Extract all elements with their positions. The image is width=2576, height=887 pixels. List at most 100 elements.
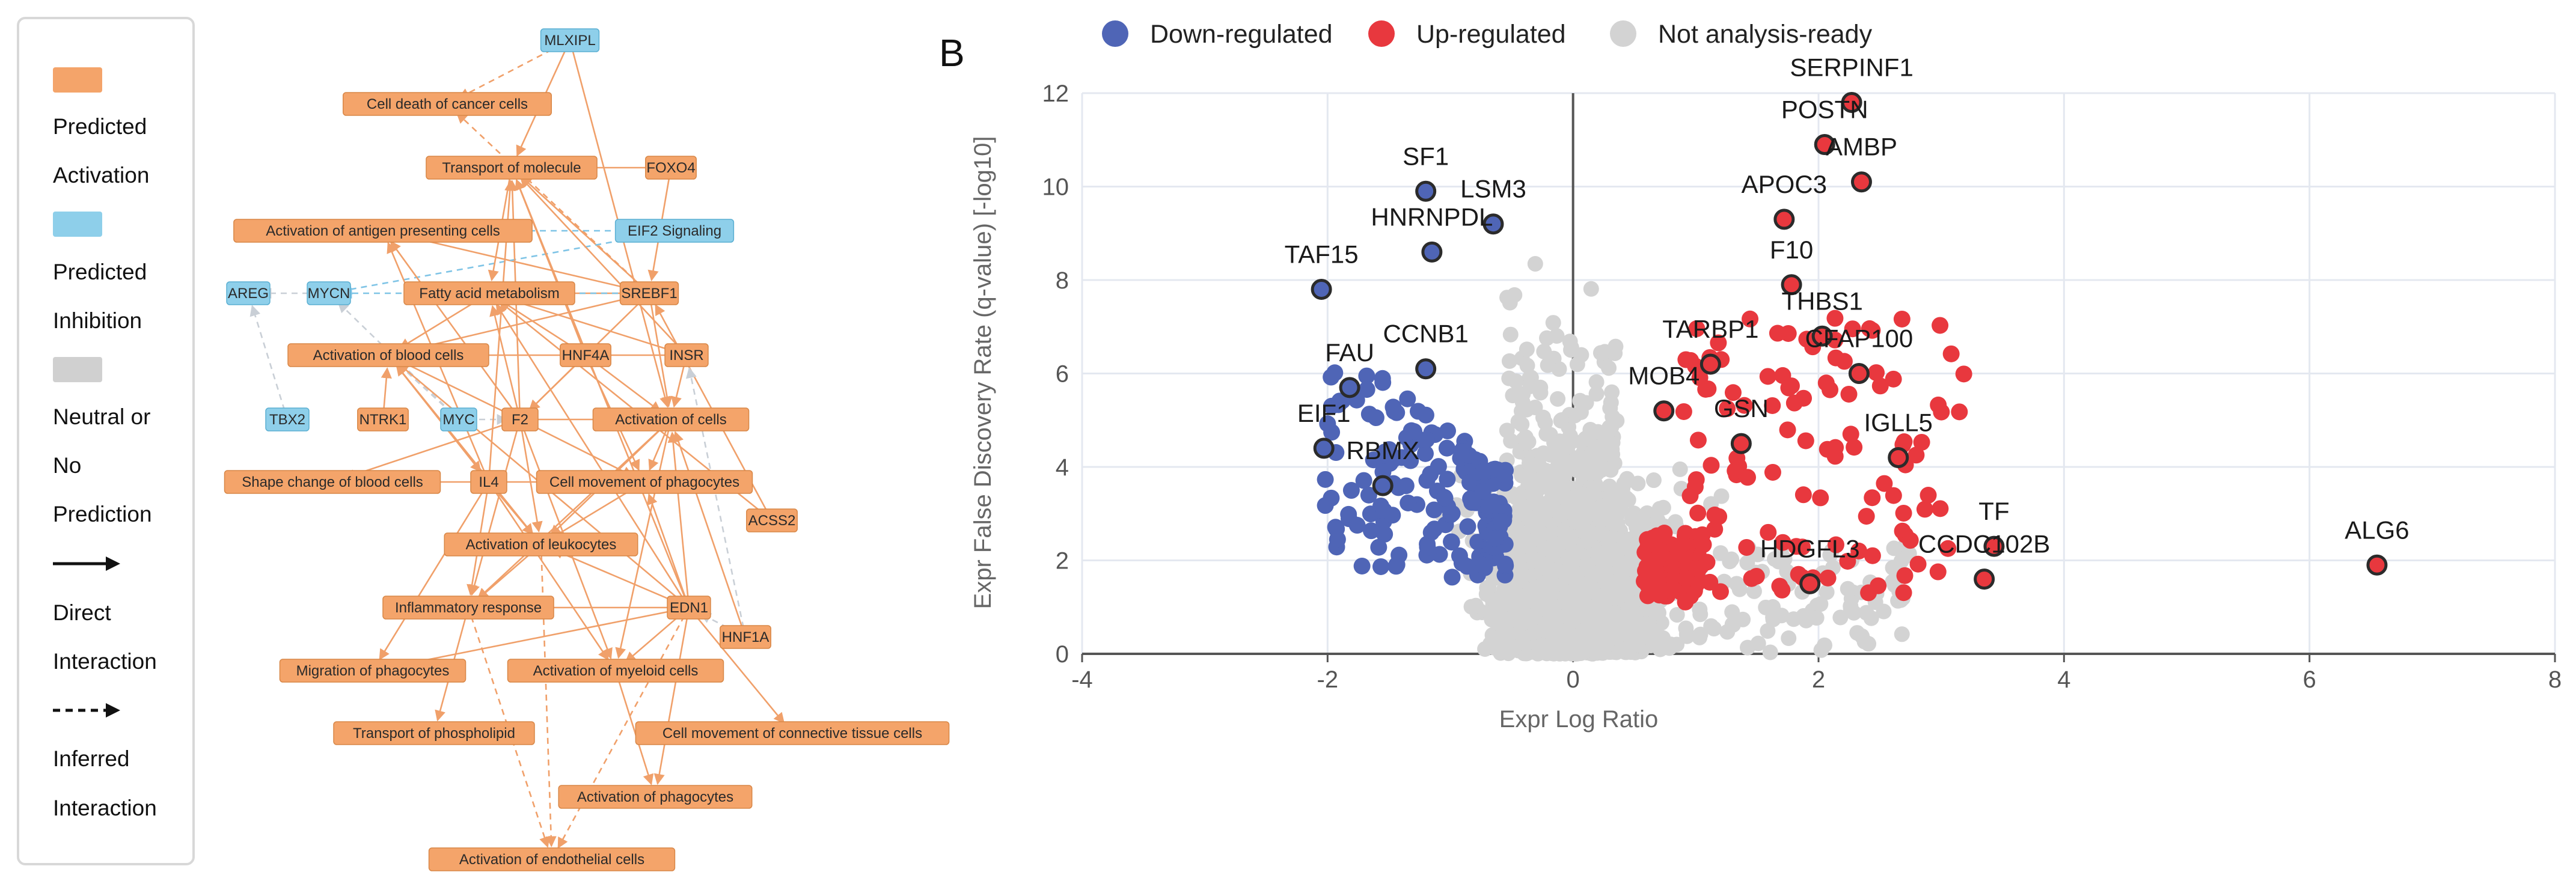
network-node-insr[interactable]: INSR	[664, 343, 709, 367]
point-alg6[interactable]	[2366, 554, 2388, 576]
node-label: MYCN	[308, 285, 350, 302]
network-node-edn1[interactable]: EDN1	[667, 596, 711, 620]
point-not-analysis-ready	[1478, 586, 1495, 602]
point-fau[interactable]	[1339, 377, 1360, 398]
point-rbmx[interactable]	[1372, 475, 1394, 496]
point-serpinf1[interactable]	[1841, 92, 1862, 114]
point-mob4[interactable]	[1653, 400, 1675, 422]
point-up-regulated	[1864, 322, 1881, 339]
network-node-ir[interactable]: Inflammatory response	[382, 596, 554, 620]
network-node-scbc[interactable]: Shape change of blood cells	[224, 470, 441, 494]
point-not-analysis-ready	[1583, 525, 1600, 541]
network-node-cmp[interactable]: Cell movement of phagocytes	[536, 470, 753, 494]
network-node-tom[interactable]: Transport of molecule	[426, 156, 598, 180]
point-not-analysis-ready	[1858, 605, 1874, 621]
point-up-regulated	[1760, 523, 1777, 541]
point-tf[interactable]	[1983, 535, 2005, 557]
point-not-analysis-ready	[1781, 630, 1797, 647]
network-node-cdcc[interactable]: Cell death of cancer cells	[343, 92, 552, 116]
point-up-regulated	[1710, 508, 1728, 525]
network-node-acss2[interactable]: ACSS2	[746, 508, 798, 532]
point-igll5[interactable]	[1888, 447, 1909, 468]
point-label-apoc3: APOC3	[1742, 170, 1827, 198]
point-up-regulated	[1870, 577, 1887, 594]
point-ccdc102b[interactable]	[1974, 568, 1995, 590]
point-down-regulated	[1459, 518, 1476, 535]
network-node-hnf1a[interactable]: HNF1A	[720, 625, 771, 649]
point-not-analysis-ready	[1577, 430, 1594, 447]
legend-inhibition-line2: Inhibition	[53, 308, 142, 333]
node-label: EIF2 Signaling	[628, 223, 721, 239]
network-node-f2[interactable]: F2	[501, 407, 539, 431]
point-thbs1[interactable]	[1811, 325, 1833, 347]
network-node-srebf1[interactable]: SREBF1	[619, 281, 679, 305]
point-up-regulated	[1686, 478, 1704, 496]
network-node-aapc[interactable]: Activation of antigen presenting cells	[233, 219, 533, 243]
point-gsn[interactable]	[1730, 433, 1752, 454]
point-not-analysis-ready	[1562, 431, 1578, 447]
network-node-mlxipl[interactable]: MLXIPL	[540, 28, 600, 52]
network-node-mop[interactable]: Migration of phagocytes	[279, 659, 467, 683]
point-taf15[interactable]	[1311, 279, 1332, 300]
point-ambp[interactable]	[1850, 171, 1872, 193]
network-node-cmctc[interactable]: Cell movement of connective tissue cells	[635, 721, 950, 745]
point-down-regulated	[1387, 558, 1405, 575]
point-lsm3[interactable]	[1482, 213, 1504, 235]
network-node-tbx2[interactable]: TBX2	[265, 407, 310, 431]
point-apoc3[interactable]	[1773, 209, 1795, 230]
network-node-mycn[interactable]: MYCN	[307, 281, 351, 305]
point-not-analysis-ready	[1876, 603, 1892, 620]
network-node-aoph[interactable]: Activation of phagocytes	[558, 785, 753, 809]
network-edge	[519, 176, 681, 349]
point-label-tarbp1: TARBP1	[1662, 315, 1758, 343]
point-down-regulated	[1480, 498, 1498, 515]
node-box	[501, 407, 539, 431]
node-label: ACSS2	[748, 513, 796, 529]
network-node-aobc[interactable]: Activation of blood cells	[287, 343, 489, 367]
point-eif1[interactable]	[1313, 437, 1335, 459]
point-not-analysis-ready	[1573, 404, 1589, 421]
network-edge	[379, 489, 485, 660]
network-edge	[617, 679, 654, 785]
network-node-ntrk1[interactable]: NTRK1	[357, 407, 409, 431]
network-node-aol[interactable]: Activation of leukocytes	[444, 532, 638, 556]
node-box	[403, 281, 575, 305]
network-node-eif2[interactable]: EIF2 Signaling	[614, 219, 735, 243]
network-edge	[399, 297, 482, 349]
point-ccnb1[interactable]	[1415, 358, 1437, 380]
node-label: Transport of phospholipid	[353, 725, 515, 742]
network-node-il4[interactable]: IL4	[470, 470, 507, 494]
point-tarbp1[interactable]	[1699, 353, 1721, 375]
network-node-myc[interactable]: MYC	[440, 407, 477, 431]
network-edge	[671, 364, 685, 408]
point-not-analysis-ready	[1515, 630, 1531, 646]
point-sf1[interactable]	[1415, 180, 1437, 202]
point-hdgfl3[interactable]	[1799, 573, 1821, 594]
network-node-areg[interactable]: AREG	[226, 281, 271, 305]
network-node-aoec[interactable]: Activation of endothelial cells	[428, 847, 676, 871]
point-label-lsm3: LSM3	[1460, 175, 1526, 203]
network-node-foxo4[interactable]: FOXO4	[645, 156, 697, 180]
network-node-fam[interactable]: Fatty acid metabolism	[403, 281, 575, 305]
network-node-top[interactable]: Transport of phospholipid	[333, 721, 535, 745]
network-node-aomc[interactable]: Activation of myeloid cells	[507, 659, 724, 683]
node-box	[614, 219, 735, 243]
network-edge	[249, 305, 286, 411]
node-box	[560, 343, 611, 367]
point-down-regulated	[1474, 556, 1491, 574]
network-node-hnf4a[interactable]: HNF4A	[560, 343, 611, 367]
point-label-serpinf1: SERPINF1	[1790, 53, 1913, 82]
point-up-regulated	[1876, 475, 1893, 492]
point-up-regulated	[1774, 534, 1791, 551]
point-cfap100[interactable]	[1848, 363, 1870, 384]
point-not-analysis-ready	[1514, 498, 1530, 514]
node-label: HNF1A	[722, 629, 769, 645]
point-hnrnpdl[interactable]	[1421, 241, 1443, 263]
point-not-analysis-ready	[1785, 611, 1802, 627]
point-postn[interactable]	[1814, 134, 1835, 156]
y-tick-label: 4	[1056, 454, 1069, 481]
network-node-aoc[interactable]: Activation of cells	[592, 407, 750, 431]
point-not-analysis-ready	[1531, 579, 1547, 596]
point-up-regulated	[1648, 527, 1666, 544]
point-f10[interactable]	[1781, 274, 1802, 296]
